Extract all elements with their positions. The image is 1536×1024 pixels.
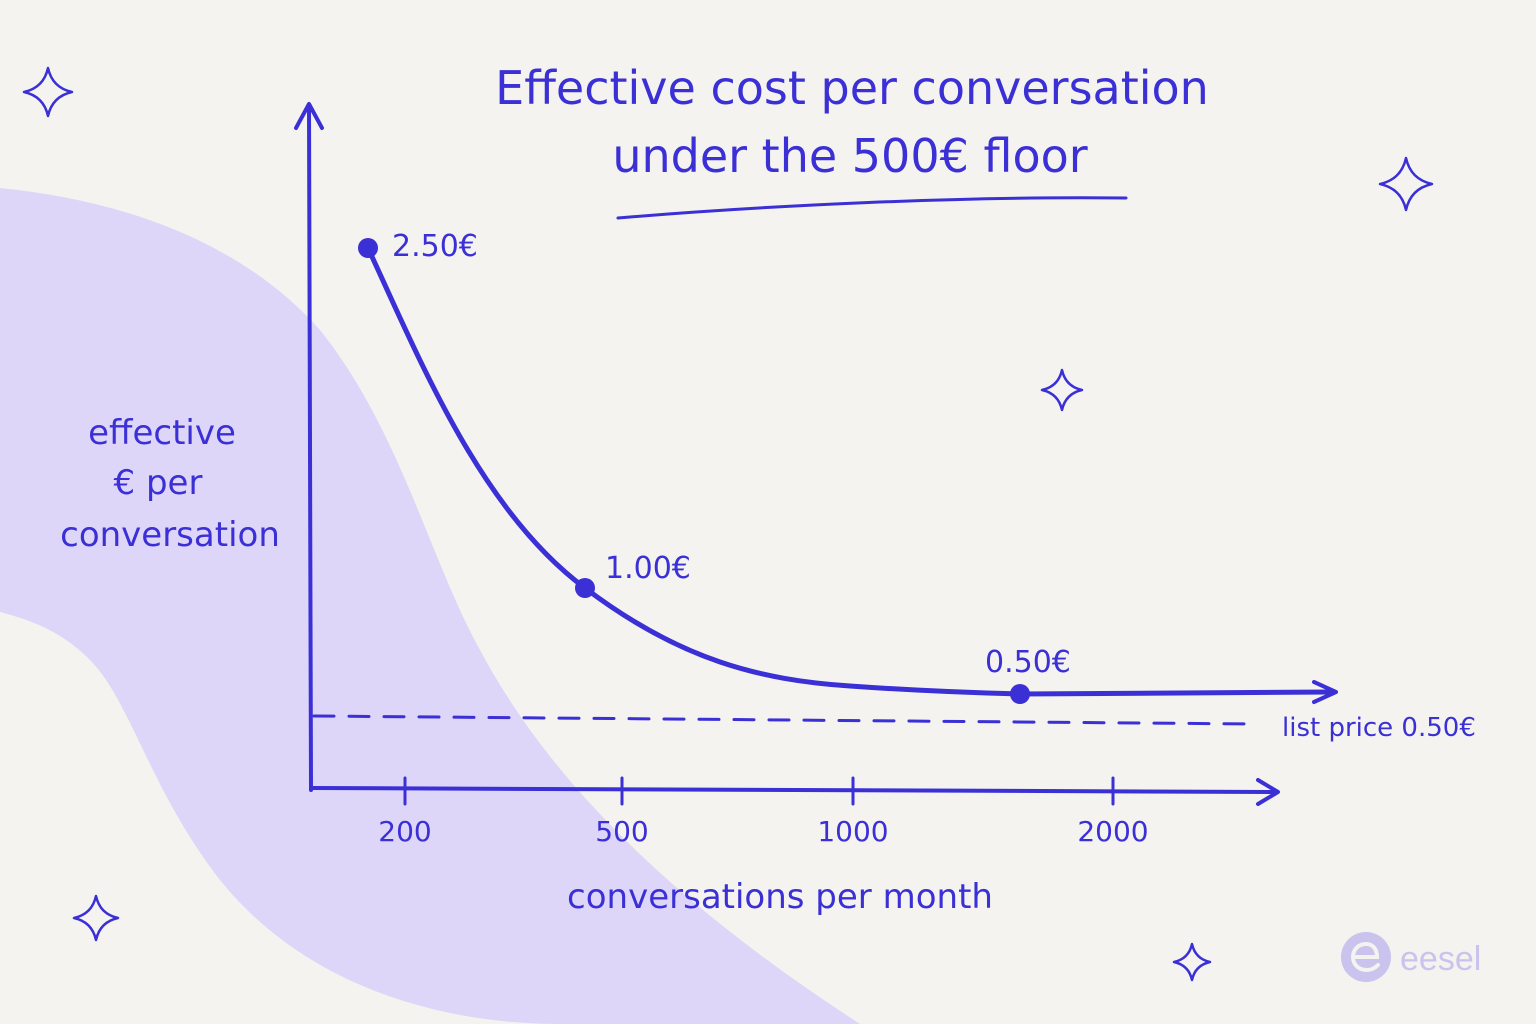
sparkle-icon <box>1040 368 1084 412</box>
chart-title-line-2: under the 500€ floor <box>612 129 1087 183</box>
x-tick-label: 1000 <box>817 815 888 848</box>
x-tick-label: 500 <box>595 815 648 848</box>
reference-line <box>312 714 1260 726</box>
series-line-arrowhead <box>1312 680 1338 704</box>
data-point <box>358 238 378 258</box>
reference-line-label: list price 0.50€ <box>1282 713 1476 743</box>
data-point-label: 2.50€ <box>392 229 478 264</box>
x-tick-label: 2000 <box>1077 815 1148 848</box>
data-point-label: 0.50€ <box>985 645 1071 680</box>
eesel-logo: eesel <box>1341 932 1481 982</box>
data-point <box>1010 684 1030 704</box>
y-axis-label-line-2: € per <box>114 463 203 503</box>
sparkle-icon <box>1378 156 1434 212</box>
title-underline <box>616 196 1128 220</box>
eesel-logo-text: eesel <box>1400 940 1481 978</box>
x-tick-label: 200 <box>378 815 431 848</box>
x-axis <box>309 778 1280 806</box>
y-axis-label-line-1: effective <box>88 413 236 453</box>
series-line <box>365 245 1333 697</box>
data-point <box>575 578 595 598</box>
data-point-label: 1.00€ <box>605 551 691 586</box>
sparkle-icon <box>1172 942 1212 982</box>
y-axis <box>294 102 324 792</box>
background-blob <box>0 188 860 1024</box>
x-axis-label: conversations per month <box>567 877 993 917</box>
y-axis-label-line-3: conversation <box>60 515 280 555</box>
chart-title-line-1: Effective cost per conversation <box>495 61 1209 115</box>
sparkle-icon <box>22 66 74 118</box>
sparkle-icon <box>72 894 120 942</box>
